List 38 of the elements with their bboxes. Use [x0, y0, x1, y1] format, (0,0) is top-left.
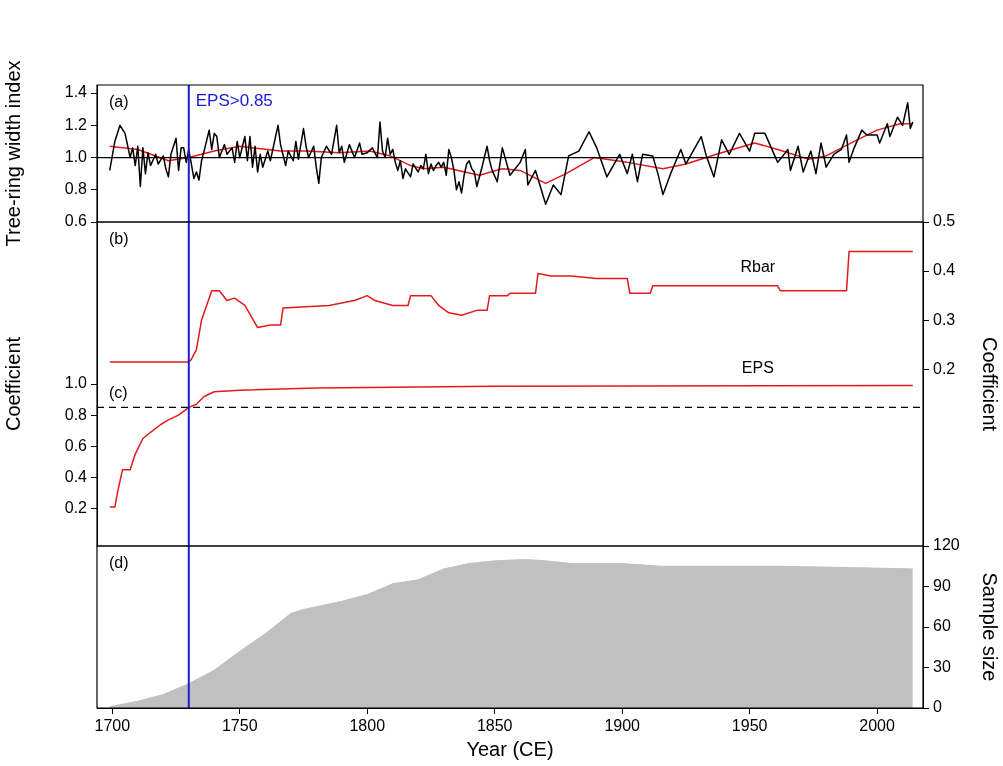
y2-tick-label: 30 [933, 657, 951, 675]
y2-tick-label: 90 [933, 576, 951, 594]
x-tick-label: 2000 [859, 717, 896, 735]
y-tick-label: 1.0 [64, 147, 88, 165]
y-tick-label: 0.2 [64, 499, 88, 517]
y2-axis-title: Sample size [979, 572, 1002, 682]
y-axis-title: Coefficient [1, 336, 24, 432]
y-axis-title: Tree-ring width index [1, 60, 24, 247]
y2-tick-label: 120 [933, 536, 960, 554]
y-tick-label: 0.8 [64, 180, 88, 198]
x-axis-title: Year (CE) [466, 737, 554, 760]
y2-axis-title: Coefficient [979, 336, 1002, 432]
x-tick-label: 1900 [604, 717, 641, 735]
y2-tick-label: 0.3 [933, 310, 956, 328]
series-label: Rbar [740, 258, 776, 276]
annotation: (a) [109, 93, 129, 111]
y-tick-label: 0.8 [64, 405, 88, 423]
y-tick-label: 1.4 [64, 83, 88, 101]
annotation: (d) [109, 554, 129, 572]
x-tick-label: 1800 [349, 717, 386, 735]
y-tick-label: 0.4 [64, 467, 88, 485]
x-tick-label: 1850 [476, 717, 513, 735]
series-label: EPS [741, 358, 774, 376]
annotation: (c) [109, 384, 128, 402]
x-tick-label: 1750 [221, 717, 258, 735]
y-tick-label: 0.6 [64, 212, 88, 230]
y-tick-label: 1.0 [64, 374, 88, 392]
x-tick-label: 1950 [731, 717, 768, 735]
annotation: (b) [109, 230, 129, 248]
y2-tick-label: 0 [933, 698, 942, 716]
y2-tick-label: 0.5 [933, 212, 956, 230]
y-tick-label: 1.2 [64, 115, 88, 133]
y2-tick-label: 0.2 [933, 359, 956, 377]
y-tick-label: 0.6 [64, 436, 88, 454]
x-tick-label: 1700 [94, 717, 131, 735]
y2-tick-label: 60 [933, 617, 951, 635]
y2-tick-label: 0.4 [933, 261, 956, 279]
ref-line-label: EPS>0.85 [195, 91, 273, 111]
